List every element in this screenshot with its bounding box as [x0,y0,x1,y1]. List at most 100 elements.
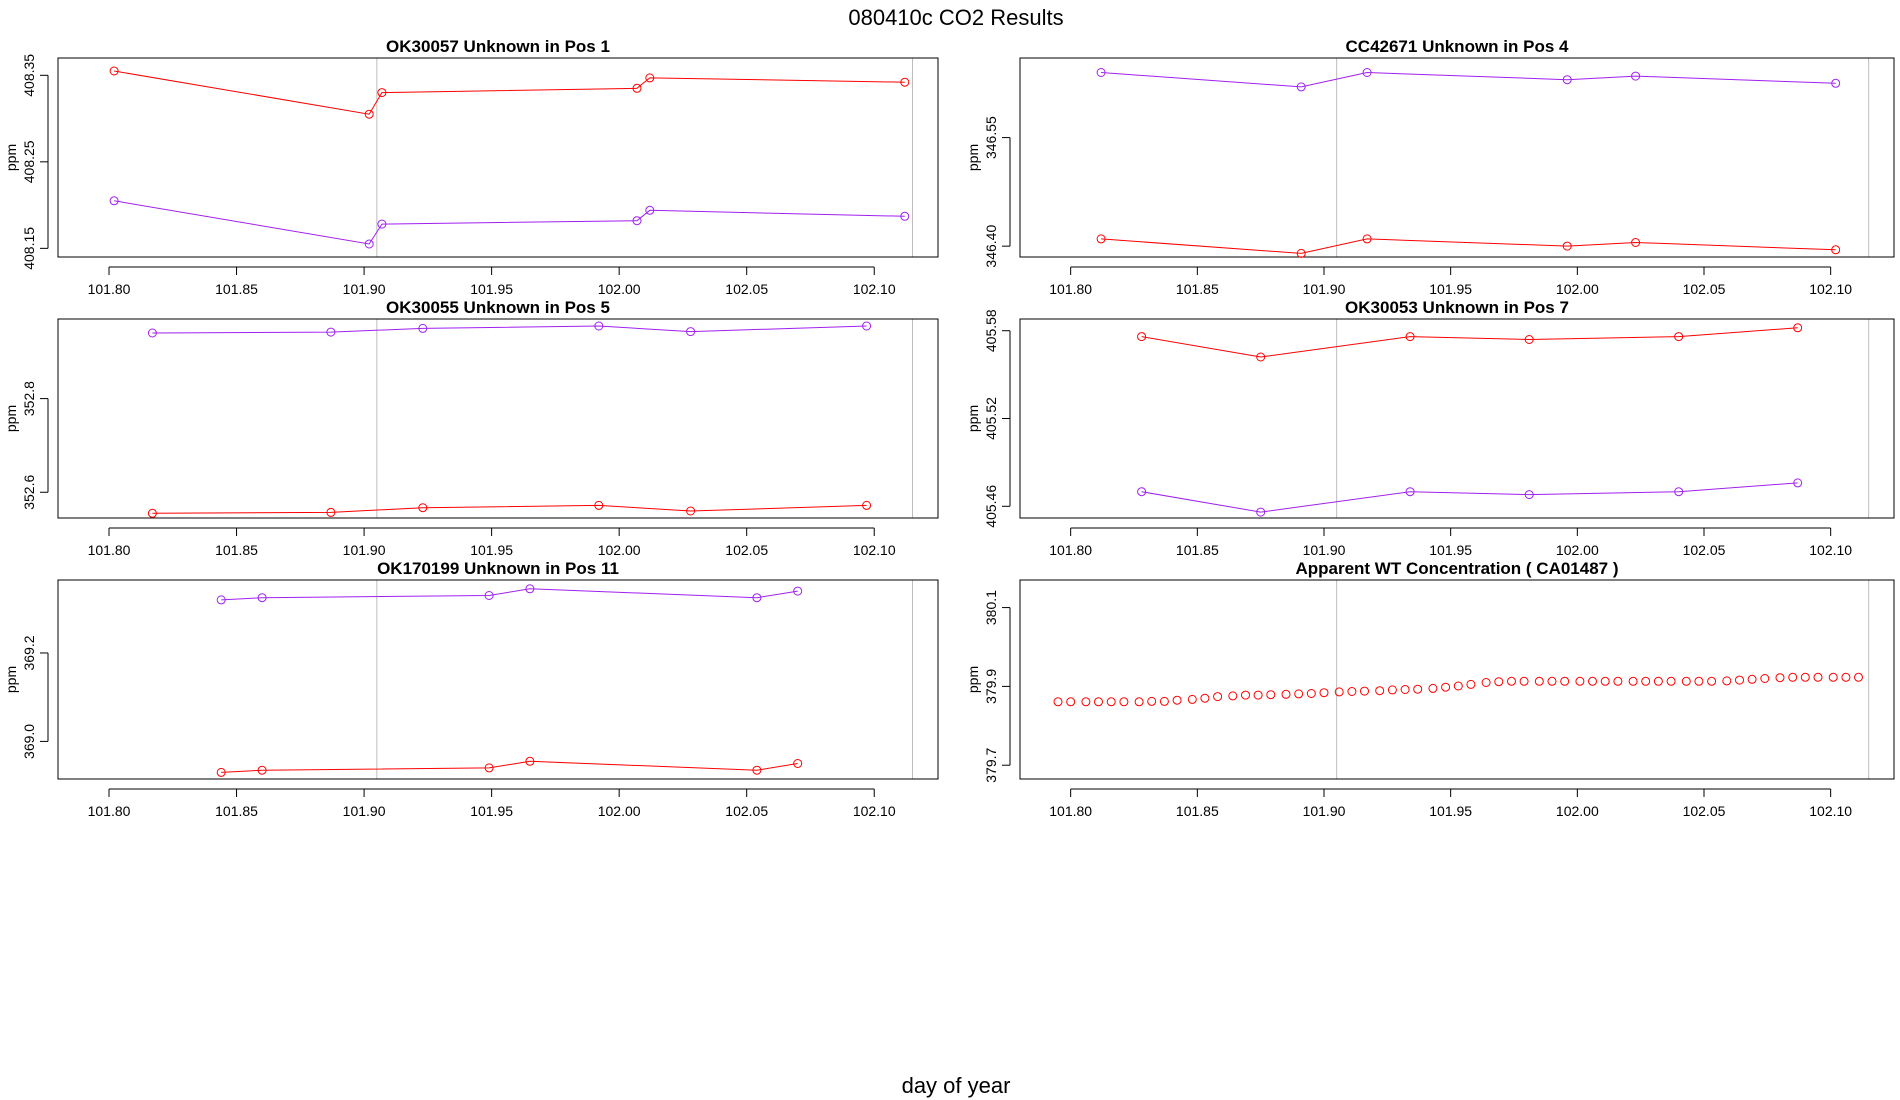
data-point [1800,672,1810,682]
y-axis-label: ppm [3,666,19,693]
data-point [1841,672,1851,682]
data-point [1453,681,1463,691]
data-point [1187,694,1197,704]
data-point [1735,675,1744,685]
x-tick-label: 101.90 [343,281,386,297]
panel-title: Apparent WT Concentration ( CA01487 ) [1295,559,1618,578]
data-point [147,328,157,338]
data-point [1362,68,1372,77]
y-axis-label: ppm [3,405,19,432]
data-point [1674,332,1684,342]
panel-title: OK30057 Unknown in Pos 1 [386,37,610,56]
y-tick-label: 352.6 [21,475,37,510]
data-point [1788,672,1798,682]
x-tick-label: 102.10 [853,803,896,819]
data-point [1096,234,1106,244]
panel-title: OK30055 Unknown in Pos 5 [386,298,610,317]
plot-frame [57,318,939,519]
y-tick-label: 408.15 [21,227,37,270]
y-axis-label: ppm [965,144,981,171]
x-tick-label: 102.05 [725,803,768,819]
data-point [257,593,267,603]
data-point [216,767,226,777]
x-tick-label: 102.00 [598,281,641,297]
data-point [900,211,910,221]
data-point [364,109,374,119]
data-point [1200,693,1210,703]
data-point [1405,487,1415,497]
data-point [686,327,696,337]
x-tick-label: 102.10 [853,281,896,297]
series-line [152,325,867,334]
data-point [1137,332,1147,342]
y-tick-label: 408.35 [21,54,37,97]
x-tick-label: 102.05 [1683,803,1726,819]
x-tick-label: 101.80 [1049,281,1092,297]
data-point [1296,82,1306,92]
data-point [645,205,655,215]
series-red [1137,323,1803,362]
data-point [1096,68,1106,77]
y-tick-label: 379.9 [983,669,999,704]
data-point [1213,692,1223,702]
x-tick-label: 102.05 [1683,281,1726,297]
data-point [1281,689,1291,699]
data-point [1053,697,1063,707]
y-tick-label: 352.8 [21,381,37,416]
data-point [1600,676,1610,686]
chart-panel-1: OK30057 Unknown in Pos 1 101.80 101.85 101.… [3,37,939,297]
y-tick-label: 408.25 [21,140,37,183]
data-point [216,595,226,605]
data-point [1775,673,1785,683]
data-point [1631,71,1641,81]
plot-frame [1019,579,1895,780]
y-tick-label: 369.0 [21,724,37,759]
series-purple [216,584,803,605]
data-point [632,216,642,226]
data-point [1172,695,1182,705]
x-tick-label: 102.10 [1809,542,1852,558]
data-point [1466,679,1476,689]
data-point [1241,690,1250,700]
y-tick-label: 405.52 [983,397,999,440]
data-point [1547,676,1557,686]
x-tick-label: 101.85 [1176,281,1219,297]
series-red [147,500,872,518]
data-point [1534,676,1544,686]
data-point [326,507,336,517]
data-point [109,196,119,206]
data-point [1387,685,1397,695]
data-point [1253,690,1263,700]
panel-title: OK170199 Unknown in Pos 11 [377,559,619,578]
panel-title: OK30053 Unknown in Pos 7 [1345,298,1569,317]
x-tick-label: 101.85 [1176,803,1219,819]
chart-panel-5: OK170199 Unknown in Pos 11 101.80 101.85 10… [3,559,939,819]
data-point [1828,672,1838,682]
data-point [484,591,494,600]
data-point [1266,690,1276,700]
data-point [1296,248,1306,258]
chart-panel-6: Apparent WT Concentration ( CA01487 ) 101… [965,559,1895,819]
x-tick-label: 101.90 [1303,542,1346,558]
data-point [1319,688,1329,698]
data-point [1094,697,1103,707]
y-tick-label: 346.40 [983,225,999,268]
y-axis-label: ppm [965,666,981,693]
panel-title: CC42671 Unknown in Pos 4 [1346,37,1569,56]
x-tick-label: 101.85 [215,281,258,297]
data-point [1256,352,1266,362]
x-tick-label: 102.00 [1556,803,1599,819]
y-axis-label: ppm [965,405,981,432]
series-purple [1137,478,1803,517]
series-line [1141,482,1798,513]
x-tick-label: 101.95 [1429,803,1472,819]
x-tick-label: 101.85 [215,542,258,558]
data-point [147,508,157,518]
data-point [1707,676,1717,686]
chart-panel-4: OK30053 Unknown in Pos 7 101.80 101.85 101.… [965,298,1895,558]
series-red [1096,234,1841,258]
x-tick-label: 101.95 [470,281,513,297]
data-point [1066,697,1076,707]
data-point [109,66,119,76]
series-purple [1096,68,1841,92]
